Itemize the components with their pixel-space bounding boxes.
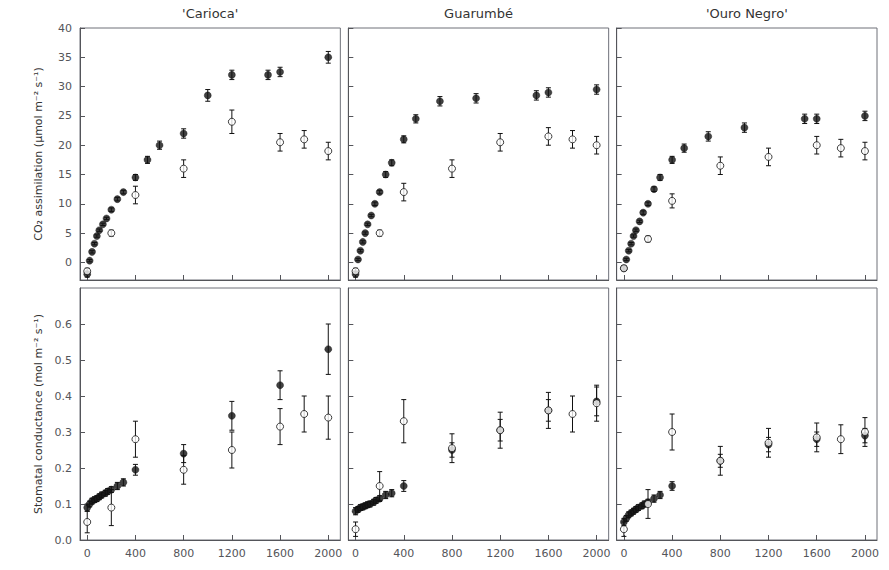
svg-text:0: 0 bbox=[352, 547, 359, 560]
svg-text:0.3: 0.3 bbox=[55, 426, 73, 439]
svg-text:1200: 1200 bbox=[218, 547, 246, 560]
svg-text:0.0: 0.0 bbox=[55, 534, 73, 547]
svg-text:5: 5 bbox=[65, 227, 72, 240]
svg-text:0.4: 0.4 bbox=[55, 390, 73, 403]
svg-text:1200: 1200 bbox=[755, 547, 783, 560]
svg-text:1600: 1600 bbox=[534, 547, 562, 560]
svg-text:400: 400 bbox=[125, 547, 146, 560]
svg-text:0: 0 bbox=[65, 256, 72, 269]
svg-text:800: 800 bbox=[441, 547, 462, 560]
svg-text:15: 15 bbox=[58, 168, 72, 181]
svg-text:0: 0 bbox=[84, 547, 91, 560]
svg-text:1600: 1600 bbox=[803, 547, 831, 560]
svg-text:0.2: 0.2 bbox=[55, 462, 73, 475]
svg-text:400: 400 bbox=[393, 547, 414, 560]
svg-text:Stomatal conductance (mol m⁻²: Stomatal conductance (mol m⁻² s⁻¹) bbox=[32, 314, 45, 514]
svg-text:35: 35 bbox=[58, 51, 72, 64]
svg-text:0.6: 0.6 bbox=[55, 318, 73, 331]
svg-text:20: 20 bbox=[58, 139, 72, 152]
svg-text:25: 25 bbox=[58, 109, 72, 122]
svg-text:2000: 2000 bbox=[851, 547, 879, 560]
svg-text:Guarumbé: Guarumbé bbox=[444, 6, 513, 21]
svg-text:800: 800 bbox=[173, 547, 194, 560]
svg-text:2000: 2000 bbox=[314, 547, 342, 560]
svg-text:30: 30 bbox=[58, 80, 72, 93]
svg-text:1600: 1600 bbox=[266, 547, 294, 560]
svg-text:800: 800 bbox=[710, 547, 731, 560]
svg-text:10: 10 bbox=[58, 197, 72, 210]
svg-text:400: 400 bbox=[662, 547, 683, 560]
svg-text:0: 0 bbox=[620, 547, 627, 560]
svg-text:0.1: 0.1 bbox=[55, 498, 73, 511]
svg-text:'Carioca': 'Carioca' bbox=[182, 6, 238, 21]
svg-text:2000: 2000 bbox=[583, 547, 611, 560]
svg-text:40: 40 bbox=[58, 22, 72, 35]
svg-text:CO₂ assimilation (μmol m⁻² s⁻¹: CO₂ assimilation (μmol m⁻² s⁻¹) bbox=[32, 67, 45, 241]
svg-text:'Ouro Negro': 'Ouro Negro' bbox=[706, 6, 788, 21]
svg-text:0.5: 0.5 bbox=[55, 354, 73, 367]
svg-text:1200: 1200 bbox=[486, 547, 514, 560]
